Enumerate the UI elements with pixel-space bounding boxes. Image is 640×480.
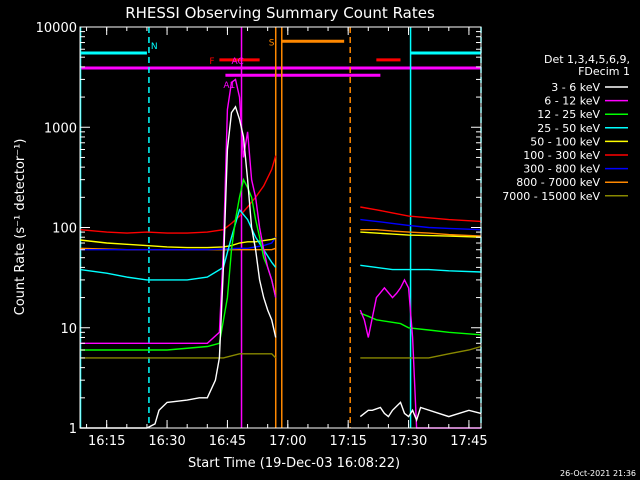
flag-label: S bbox=[269, 38, 275, 48]
series-line bbox=[80, 177, 277, 351]
series-line bbox=[359, 278, 481, 429]
chart-title: RHESSI Observing Summary Count Rates bbox=[125, 4, 435, 22]
x-tick-label: 16:45 bbox=[209, 434, 246, 449]
legend-entry: 800 - 7000 keV bbox=[516, 176, 600, 189]
series-line bbox=[360, 218, 482, 231]
x-tick-label: 17:00 bbox=[269, 434, 306, 449]
flag-label: F bbox=[209, 57, 214, 67]
x-tick-label: 16:15 bbox=[88, 434, 125, 449]
x-axis-label: Start Time (19-Dec-03 16:08:22) bbox=[188, 456, 400, 471]
flag-label: A1 bbox=[223, 81, 235, 91]
series-line bbox=[360, 312, 482, 336]
timestamp: 26-Oct-2021 21:36 bbox=[560, 469, 636, 478]
x-tick-label: 17:45 bbox=[450, 434, 487, 449]
y-tick-label: 100 bbox=[52, 222, 77, 237]
legend-entry: 3 - 6 keV bbox=[551, 81, 600, 94]
legend-entry: 12 - 25 keV bbox=[537, 108, 600, 121]
series-line bbox=[360, 228, 482, 237]
flag-label: AC bbox=[231, 57, 243, 67]
series-line bbox=[80, 353, 277, 359]
legend-entry: 50 - 100 keV bbox=[530, 135, 600, 148]
legend-entry: 300 - 800 keV bbox=[523, 163, 600, 176]
series-line bbox=[80, 208, 277, 281]
series-line bbox=[80, 105, 277, 429]
vertical-lines-group bbox=[79, 27, 482, 428]
legend-entry: 7000 - 15000 keV bbox=[502, 190, 600, 203]
x-tick-label: 17:15 bbox=[329, 434, 366, 449]
series-line bbox=[359, 401, 482, 423]
series-line bbox=[360, 264, 482, 273]
legend-entry: 100 - 300 keV bbox=[523, 149, 600, 162]
x-axis: 16:15 16:30 16:45 17:00 17:15 17:30 17:45 bbox=[86, 27, 488, 449]
legend-entry: 25 - 50 keV bbox=[537, 122, 600, 135]
plot-frame bbox=[79, 26, 482, 429]
x-tick-label: 16:30 bbox=[148, 434, 185, 449]
y-tick-label: 10 bbox=[60, 322, 77, 337]
series-group bbox=[80, 78, 482, 429]
series-line bbox=[360, 345, 482, 359]
series-line bbox=[360, 231, 482, 238]
y-tick-label: 1000 bbox=[44, 121, 77, 136]
y-axis-label: Count Rate (s⁻¹ detector⁻¹) bbox=[13, 139, 28, 316]
flag-bars-group: N F AC S A1 bbox=[80, 38, 481, 91]
legend-header: Det 1,3,4,5,6,9, bbox=[544, 53, 630, 66]
y-tick-label: 1 bbox=[69, 422, 77, 437]
series-line bbox=[80, 236, 277, 251]
legend-header: FDecim 1 bbox=[578, 65, 630, 78]
y-tick-label: 10000 bbox=[36, 21, 77, 36]
flag-label: N bbox=[151, 42, 158, 52]
series-line bbox=[80, 237, 276, 249]
y-axis: 1 10 100 1000 10000 bbox=[36, 21, 481, 437]
series-line bbox=[80, 78, 277, 344]
legend-entry: 6 - 12 keV bbox=[544, 95, 600, 108]
x-tick-label: 17:30 bbox=[390, 434, 427, 449]
series-line bbox=[360, 206, 482, 223]
